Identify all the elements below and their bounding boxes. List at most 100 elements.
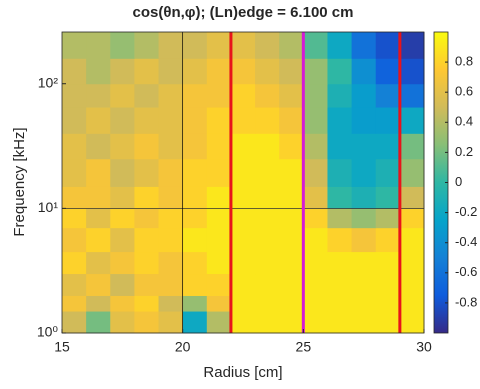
x-tick-label: 20 <box>175 339 191 355</box>
heatmap-cell <box>399 273 425 296</box>
heatmap-cell <box>399 311 425 334</box>
heatmap-cell <box>158 58 184 85</box>
heatmap-cell <box>86 251 111 275</box>
heatmap-cell <box>206 208 232 229</box>
heatmap-cell <box>303 295 328 312</box>
heatmap-cell <box>279 133 304 160</box>
heatmap-cell <box>158 208 184 229</box>
heatmap-cell <box>134 32 160 59</box>
heatmap-cell <box>351 32 377 59</box>
heatmap-cell <box>327 273 353 296</box>
heatmap-cell <box>255 107 280 134</box>
heatmap-cell <box>182 107 208 134</box>
heatmap-cell <box>230 133 256 160</box>
y-tick-label: 10¹ <box>38 199 59 215</box>
heatmap-cell <box>279 311 304 334</box>
heatmap-cell <box>351 227 377 253</box>
heatmap-cell <box>279 107 304 134</box>
heatmap-cell <box>255 227 280 253</box>
heatmap-cell <box>86 58 111 85</box>
heatmap-cell <box>110 251 135 275</box>
heatmap-cell <box>230 311 256 334</box>
heatmap-cell <box>134 251 160 275</box>
heatmap-cell <box>182 295 208 312</box>
heatmap-cell <box>62 83 87 108</box>
heatmap-cell <box>158 133 184 160</box>
heatmap-cell <box>86 295 111 312</box>
heatmap-cell <box>62 133 87 160</box>
heatmap-cell <box>375 273 401 296</box>
heatmap-cell <box>206 295 232 312</box>
heatmap-cell <box>303 186 328 209</box>
heatmap-cell <box>303 32 328 59</box>
heatmap-cell <box>303 58 328 85</box>
heatmap-cell <box>62 58 87 85</box>
plot-frame <box>61 31 425 334</box>
heatmap-cell <box>327 227 353 253</box>
heatmap-cell <box>327 158 353 187</box>
heatmap-cell <box>206 133 232 160</box>
heatmap-cell <box>327 133 353 160</box>
y-tick-label: 10⁰ <box>37 324 59 340</box>
heatmap-cell <box>351 83 377 108</box>
heatmap-cell <box>110 227 135 253</box>
heatmap-cell <box>303 83 328 108</box>
heatmap-cell <box>110 186 135 209</box>
heatmap-cell <box>327 107 353 134</box>
heatmap-cell <box>182 133 208 160</box>
heatmap-cell <box>279 83 304 108</box>
heatmap-cell <box>375 58 401 85</box>
heatmap-cell <box>62 158 87 187</box>
heatmap-cell <box>206 107 232 134</box>
heatmap-cell <box>110 133 135 160</box>
heatmap-cell <box>399 227 425 253</box>
heatmap-cell <box>303 251 328 275</box>
heatmap-cell <box>230 295 256 312</box>
colorbar-tick-label: -0.2 <box>455 204 477 219</box>
heatmap-cell <box>351 158 377 187</box>
heatmap-cell <box>62 32 87 59</box>
colorbar-tick-label: -0.8 <box>455 294 477 309</box>
heatmap-cell <box>182 251 208 275</box>
heatmap-cell <box>375 133 401 160</box>
colorbar-tick-label: 0 <box>455 174 462 189</box>
heatmap-cell <box>206 32 232 59</box>
heatmap-cell <box>255 186 280 209</box>
heatmap-cell <box>279 58 304 85</box>
heatmap-cell <box>375 107 401 134</box>
heatmap-cell <box>230 208 256 229</box>
colorbar-tick-label: 0.2 <box>455 144 473 159</box>
heatmap-cell <box>62 227 87 253</box>
heatmap-cell <box>158 295 184 312</box>
y-axis-label: Frequency [kHz] <box>11 127 28 236</box>
heatmap-cell <box>255 158 280 187</box>
heatmap-cell <box>375 227 401 253</box>
heatmap-cell <box>279 227 304 253</box>
heatmap-cell <box>182 208 208 229</box>
heatmap-cell <box>110 295 135 312</box>
x-tick-label: 15 <box>54 339 70 355</box>
heatmap-cell <box>182 227 208 253</box>
heatmap-cell <box>62 208 87 229</box>
heatmap-cell <box>206 273 232 296</box>
heatmap-cell <box>230 251 256 275</box>
heatmap-cell <box>230 186 256 209</box>
heatmap-cell <box>182 186 208 209</box>
heatmap-cell <box>182 158 208 187</box>
heatmap-cell <box>399 295 425 312</box>
heatmap-cell <box>134 58 160 85</box>
heatmap-cell <box>230 107 256 134</box>
heatmap-cell <box>86 273 111 296</box>
heatmap-cell <box>86 83 111 108</box>
heatmap-cell <box>134 133 160 160</box>
heatmap-cell <box>327 32 353 59</box>
heatmap-cell <box>279 273 304 296</box>
heatmap-cell <box>351 273 377 296</box>
heatmap-cell <box>351 133 377 160</box>
heatmap-cell <box>206 251 232 275</box>
heatmap-cell <box>255 251 280 275</box>
heatmap-cell <box>158 158 184 187</box>
colorbar-tick-label: 0.6 <box>455 84 473 99</box>
heatmap-cell <box>158 32 184 59</box>
